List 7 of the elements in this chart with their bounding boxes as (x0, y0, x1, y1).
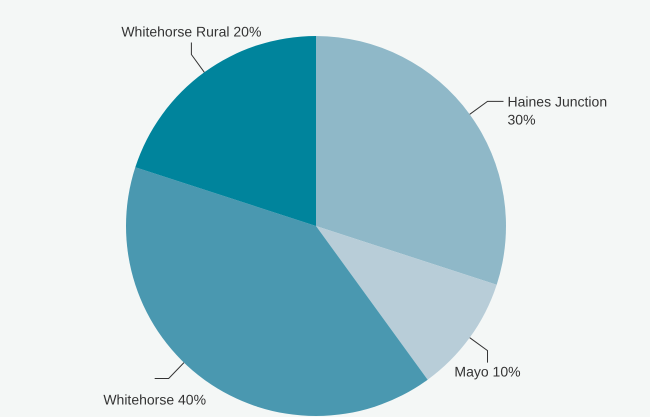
pie-slice (316, 36, 506, 285)
slice-label: Haines Junction (508, 93, 608, 110)
pie-slice (135, 36, 316, 226)
slice-label: Whitehorse 40% (103, 391, 206, 408)
data-label: 30% (508, 112, 536, 128)
slice-label: Mayo 10% (454, 364, 521, 380)
slice-label: Whitehorse Rural 20% (121, 23, 262, 40)
